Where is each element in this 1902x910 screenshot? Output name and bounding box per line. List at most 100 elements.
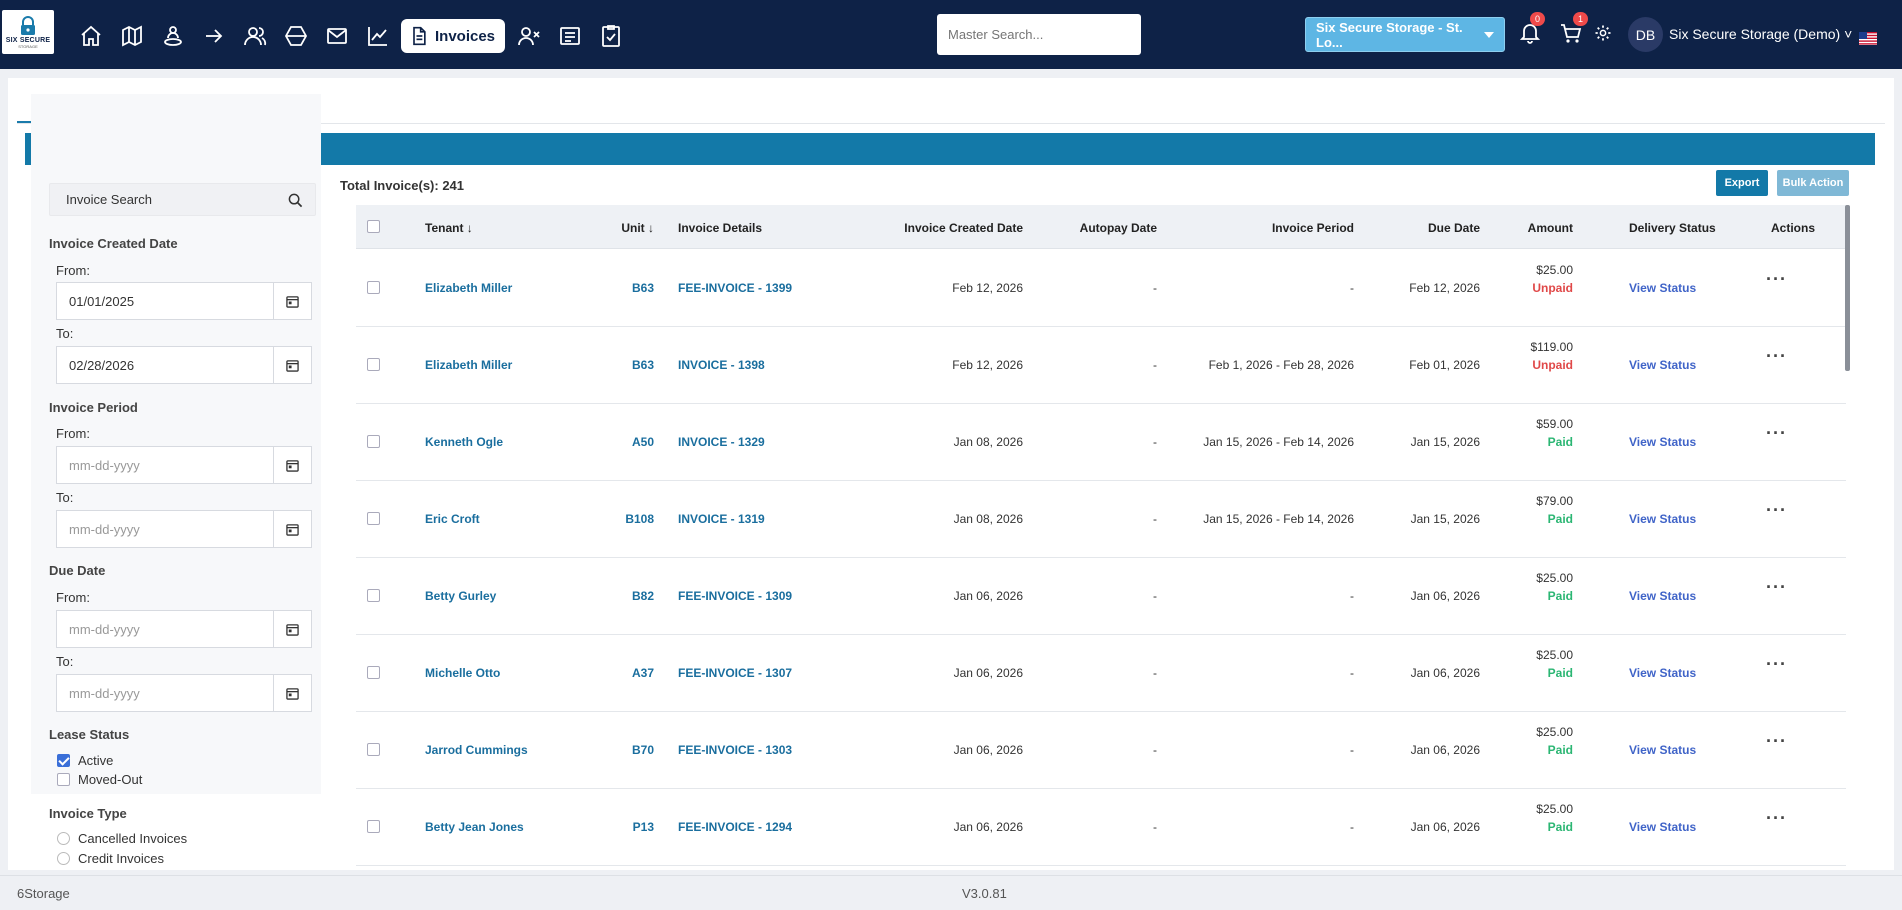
- arrow-right-icon[interactable]: [193, 20, 234, 52]
- invoice-details-link[interactable]: FEE-INVOICE - 1307: [678, 666, 793, 680]
- unit-link[interactable]: B82: [631, 589, 654, 603]
- row-checkbox[interactable]: [367, 435, 380, 448]
- table-row[interactable]: Betty Gurley B82 FEE-INVOICE - 1309 Jan 06,…: [356, 558, 1846, 635]
- view-status-link[interactable]: View Status: [1629, 589, 1697, 603]
- gear-icon[interactable]: [1594, 24, 1612, 42]
- calendar-icon[interactable]: [273, 511, 311, 547]
- calendar-icon[interactable]: [273, 675, 311, 711]
- tenant-link[interactable]: Betty Gurley: [425, 589, 497, 603]
- calendar-icon[interactable]: [273, 347, 311, 383]
- checklist-icon[interactable]: [590, 20, 631, 52]
- user-remove-icon[interactable]: [508, 20, 549, 52]
- invoice-details-link[interactable]: INVOICE - 1329: [678, 435, 765, 449]
- view-status-link[interactable]: View Status: [1629, 743, 1697, 757]
- cart-icon[interactable]: [1560, 22, 1582, 44]
- invoice-details-link[interactable]: FEE-INVOICE - 1294: [678, 820, 793, 834]
- tenant-link[interactable]: Elizabeth Miller: [425, 358, 513, 372]
- unit-link[interactable]: B108: [625, 512, 654, 526]
- invoice-details-link[interactable]: INVOICE - 1398: [678, 358, 765, 372]
- export-button[interactable]: Export: [1716, 170, 1768, 196]
- checkbox-checked[interactable]: [57, 754, 70, 767]
- us-flag-icon[interactable]: [1859, 32, 1877, 45]
- calendar-icon[interactable]: [273, 283, 311, 319]
- credit-invoices-radio[interactable]: Credit Invoices: [57, 851, 164, 866]
- unit-link[interactable]: B63: [631, 281, 654, 295]
- hexagon-icon[interactable]: [275, 20, 316, 52]
- period-from-field[interactable]: mm-dd-yyyy: [56, 446, 312, 484]
- more-actions-icon[interactable]: ···: [1766, 577, 1787, 597]
- users-icon[interactable]: [234, 20, 275, 52]
- table-row[interactable]: Michelle Otto A37 FEE-INVOICE - 1307 Jan 06…: [356, 635, 1846, 712]
- chart-icon[interactable]: [357, 20, 398, 52]
- table-row[interactable]: Kenneth Ogle A50 INVOICE - 1329 Jan 08, 202…: [356, 404, 1846, 481]
- nav-invoices-button[interactable]: Invoices: [401, 19, 506, 53]
- unit-link[interactable]: B70: [631, 743, 654, 757]
- tenant-link[interactable]: Betty Jean Jones: [425, 820, 524, 834]
- invoice-details-link[interactable]: FEE-INVOICE - 1303: [678, 743, 793, 757]
- avatar[interactable]: DB: [1628, 17, 1663, 52]
- user-menu[interactable]: Six Secure Storage (Demo) ˅: [1669, 26, 1853, 42]
- view-status-link[interactable]: View Status: [1629, 281, 1697, 295]
- select-all-checkbox[interactable]: [367, 220, 380, 233]
- row-checkbox[interactable]: [367, 512, 380, 525]
- bell-icon[interactable]: [1520, 22, 1540, 44]
- table-row[interactable]: Jarrod Cummings B70 FEE-INVOICE - 1303 Jan …: [356, 712, 1846, 789]
- unit-link[interactable]: P13: [632, 820, 654, 834]
- due-from-field[interactable]: mm-dd-yyyy: [56, 610, 312, 648]
- checkbox[interactable]: [57, 773, 70, 786]
- unit-link[interactable]: A37: [631, 666, 654, 680]
- facility-select[interactable]: Six Secure Storage - St. Lo...: [1305, 17, 1505, 52]
- mail-icon[interactable]: [316, 20, 357, 52]
- invoice-details-link[interactable]: FEE-INVOICE - 1399: [678, 281, 793, 295]
- col-tenant[interactable]: Tenant ↓: [425, 221, 473, 235]
- more-actions-icon[interactable]: ···: [1766, 269, 1787, 289]
- table-row[interactable]: Betty Jean Jones P13 FEE-INVOICE - 1294 Jan…: [356, 789, 1846, 866]
- map-icon[interactable]: [111, 20, 152, 52]
- table-row[interactable]: Eric Croft B108 INVOICE - 1319 Jan 08, 2026…: [356, 481, 1846, 558]
- more-actions-icon[interactable]: ···: [1766, 423, 1787, 443]
- row-checkbox[interactable]: [367, 281, 380, 294]
- unit-link[interactable]: B63: [631, 358, 654, 372]
- tenant-link[interactable]: Jarrod Cummings: [425, 743, 528, 757]
- home-icon[interactable]: [70, 20, 111, 52]
- cancelled-invoices-radio[interactable]: Cancelled Invoices: [57, 831, 187, 846]
- more-actions-icon[interactable]: ···: [1766, 346, 1787, 366]
- radio-button[interactable]: [57, 832, 70, 845]
- due-to-field[interactable]: mm-dd-yyyy: [56, 674, 312, 712]
- view-status-link[interactable]: View Status: [1629, 512, 1697, 526]
- document-icon[interactable]: [549, 20, 590, 52]
- tenant-link[interactable]: Elizabeth Miller: [425, 281, 513, 295]
- more-actions-icon[interactable]: ···: [1766, 654, 1787, 674]
- tenant-icon[interactable]: [152, 20, 193, 52]
- table-row[interactable]: Elizabeth Miller B63 FEE-INVOICE - 1399 Feb…: [356, 250, 1846, 327]
- table-row[interactable]: Elizabeth Miller B63 INVOICE - 1398 Feb 12,…: [356, 327, 1846, 404]
- calendar-icon[interactable]: [273, 611, 311, 647]
- invoice-details-link[interactable]: FEE-INVOICE - 1309: [678, 589, 793, 603]
- master-search-input[interactable]: [937, 14, 1141, 55]
- tenant-link[interactable]: Kenneth Ogle: [425, 435, 504, 449]
- view-status-link[interactable]: View Status: [1629, 435, 1697, 449]
- brand-logo[interactable]: SIX SECURE STORAGE: [2, 10, 54, 54]
- more-actions-icon[interactable]: ···: [1766, 731, 1787, 751]
- lease-active-checkbox[interactable]: Active: [57, 753, 113, 768]
- tenant-link[interactable]: Michelle Otto: [425, 666, 501, 680]
- unit-link[interactable]: A50: [631, 435, 654, 449]
- more-actions-icon[interactable]: ···: [1766, 808, 1787, 828]
- view-status-link[interactable]: View Status: [1629, 666, 1697, 680]
- created-from-field[interactable]: 01/01/2025: [56, 282, 312, 320]
- radio-button[interactable]: [57, 852, 70, 865]
- table-scrollbar[interactable]: [1845, 205, 1850, 371]
- period-to-field[interactable]: mm-dd-yyyy: [56, 510, 312, 548]
- tenant-link[interactable]: Eric Croft: [425, 512, 480, 526]
- view-status-link[interactable]: View Status: [1629, 358, 1697, 372]
- row-checkbox[interactable]: [367, 820, 380, 833]
- calendar-icon[interactable]: [273, 447, 311, 483]
- row-checkbox[interactable]: [367, 589, 380, 602]
- row-checkbox[interactable]: [367, 743, 380, 756]
- view-status-link[interactable]: View Status: [1629, 820, 1697, 834]
- col-unit[interactable]: Unit ↓: [621, 221, 654, 235]
- bulk-action-button[interactable]: Bulk Action: [1777, 170, 1849, 196]
- row-checkbox[interactable]: [367, 666, 380, 679]
- lease-movedout-checkbox[interactable]: Moved-Out: [57, 772, 142, 787]
- created-to-field[interactable]: 02/28/2026: [56, 346, 312, 384]
